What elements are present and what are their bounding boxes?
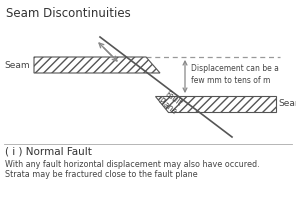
Text: Displacement can be a
few mm to tens of m: Displacement can be a few mm to tens of … — [191, 64, 279, 85]
Text: ( i ) Normal Fault: ( i ) Normal Fault — [5, 147, 92, 157]
Text: Strata may be fractured close to the fault plane: Strata may be fractured close to the fau… — [5, 170, 198, 179]
Polygon shape — [155, 96, 276, 112]
Text: Seam: Seam — [4, 61, 30, 69]
Text: Seam: Seam — [278, 99, 296, 109]
Text: With any fault horizontal displacement may also have occured.: With any fault horizontal displacement m… — [5, 160, 260, 169]
Polygon shape — [34, 57, 160, 73]
Text: Fault
Plane: Fault Plane — [156, 89, 184, 117]
Text: Seam Discontinuities: Seam Discontinuities — [6, 7, 131, 20]
